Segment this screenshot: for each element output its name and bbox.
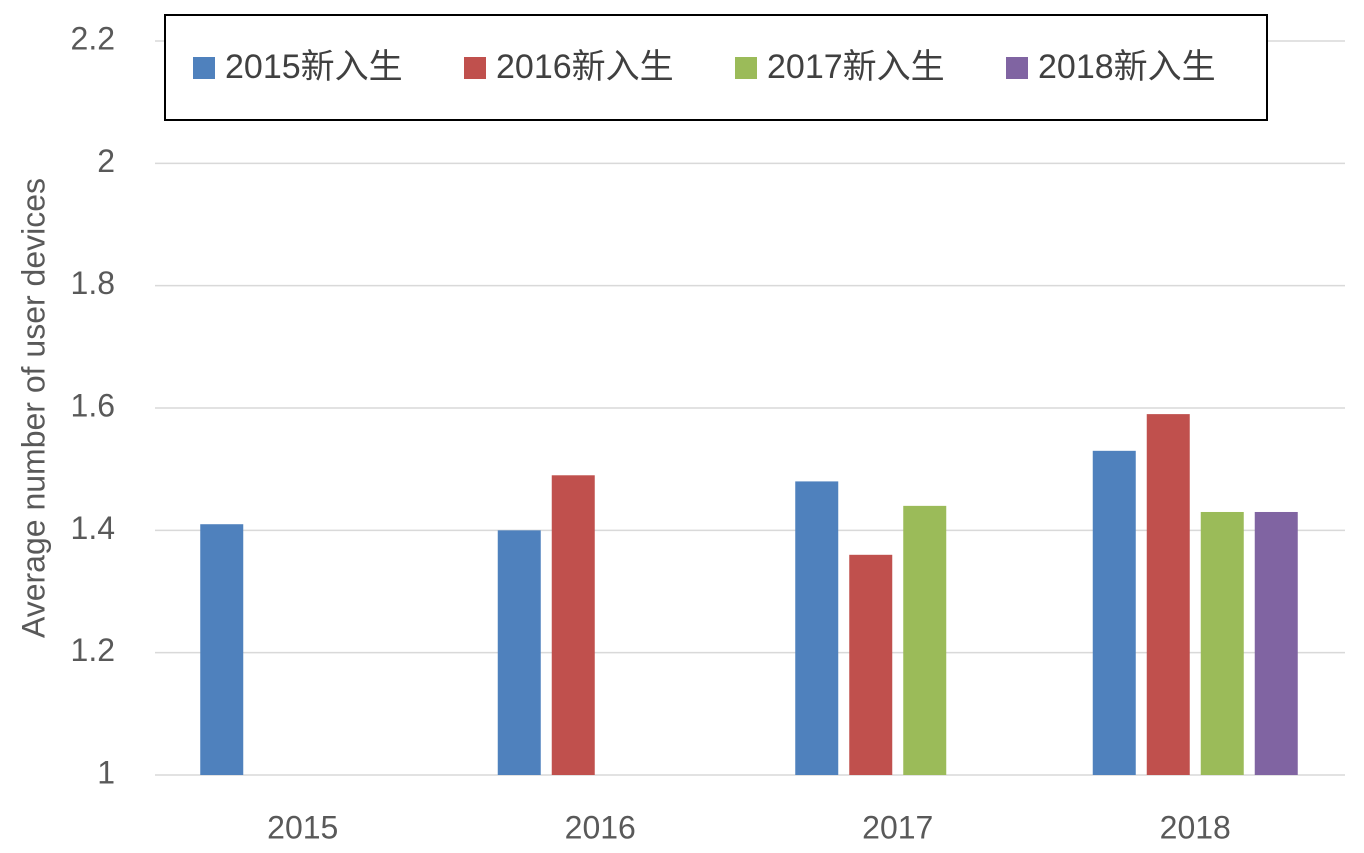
y-tick-label: 2 xyxy=(97,143,115,179)
bar xyxy=(200,524,244,775)
bar xyxy=(1146,414,1190,775)
legend: 2015新入生 2016新入生 2017新入生 2018新入生 xyxy=(193,48,1216,86)
bar xyxy=(795,481,839,775)
legend-swatch xyxy=(735,57,757,79)
bar xyxy=(551,475,595,775)
bars xyxy=(200,414,1298,775)
x-tick-label: 2018 xyxy=(1160,809,1231,845)
legend-label: 2016新入生 xyxy=(496,48,674,86)
y-axis-label: Average number of user devices xyxy=(15,178,51,638)
x-tick-label: 2016 xyxy=(565,809,636,845)
bar xyxy=(849,554,893,775)
y-tick-label: 1.8 xyxy=(71,265,115,301)
y-tick-label: 1.6 xyxy=(71,387,115,423)
y-tick-label: 1 xyxy=(97,754,115,790)
legend-box xyxy=(164,14,1268,121)
bar xyxy=(1200,511,1244,775)
legend-swatch xyxy=(1006,57,1028,79)
bar xyxy=(1092,450,1136,775)
bar xyxy=(903,505,947,775)
y-tick-label: 1.4 xyxy=(71,510,115,546)
x-tick-label: 2015 xyxy=(267,809,338,845)
y-tick-label: 1.2 xyxy=(71,632,115,668)
legend-swatch xyxy=(464,57,486,79)
x-tick-label: 2017 xyxy=(862,809,933,845)
legend-label: 2018新入生 xyxy=(1038,48,1216,86)
legend-label: 2017新入生 xyxy=(767,48,945,86)
bar xyxy=(497,530,541,775)
bar xyxy=(1254,511,1298,775)
y-tick-label: 2.2 xyxy=(71,20,115,56)
legend-swatch xyxy=(193,57,215,79)
legend-label: 2015新入生 xyxy=(225,48,403,86)
